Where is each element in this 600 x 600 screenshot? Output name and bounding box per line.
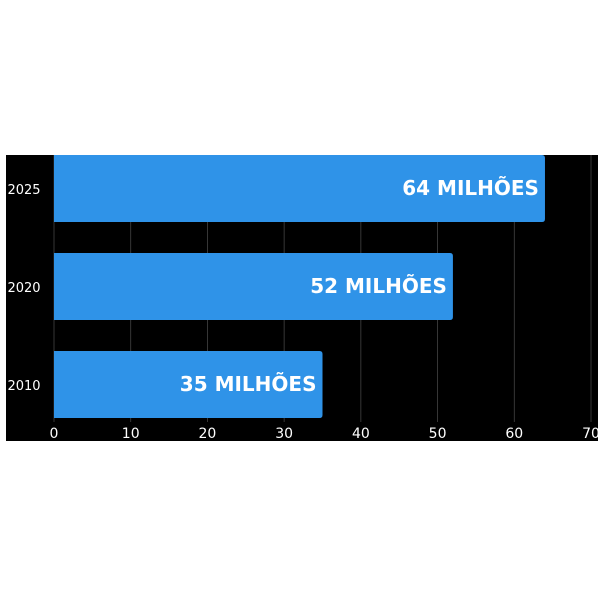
data-label: 35 MILHÕES: [180, 372, 317, 396]
y-tick-label: 2025: [7, 183, 40, 198]
x-tick-label: 50: [429, 426, 447, 442]
bar: [54, 253, 453, 320]
x-tick-label: 70: [582, 426, 600, 442]
data-label: 64 MILHÕES: [402, 176, 539, 200]
x-tick-label: 20: [199, 426, 217, 442]
bar: [54, 351, 323, 418]
x-tick-label: 0: [50, 426, 59, 442]
x-tick-label: 30: [275, 426, 293, 442]
y-tick-label: 2010: [7, 379, 40, 394]
y-tick-label: 2020: [7, 281, 40, 296]
x-tick-label: 60: [505, 426, 523, 442]
x-tick-label: 40: [352, 426, 370, 442]
bar: [54, 155, 545, 222]
data-label: 52 MILHÕES: [310, 274, 447, 298]
x-tick-label: 10: [122, 426, 140, 442]
